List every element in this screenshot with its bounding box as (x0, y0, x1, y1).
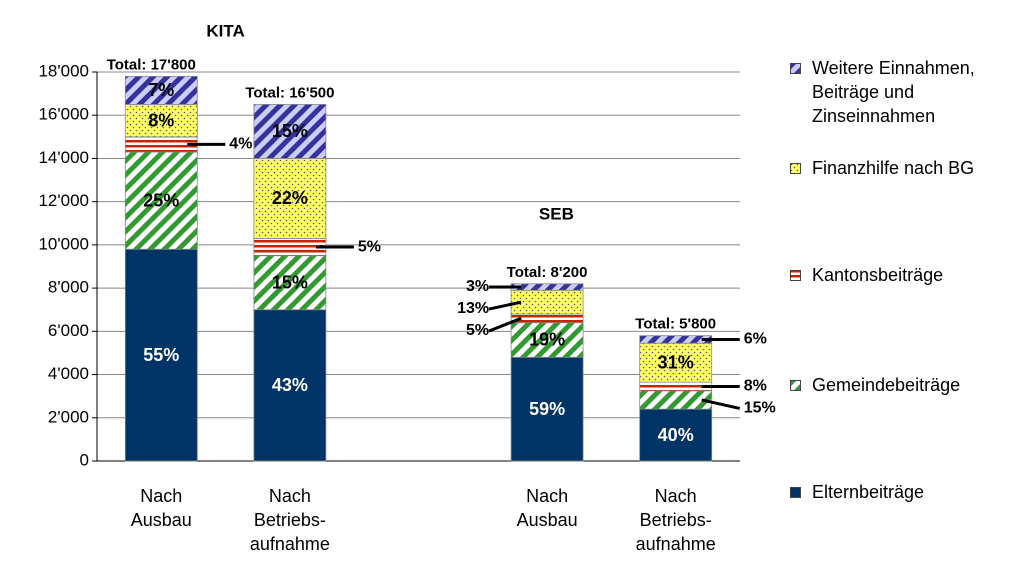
total-label: Total: 8'200 (507, 264, 588, 281)
group-title: SEB (539, 204, 574, 223)
y-tick-label: 10'000 (38, 234, 89, 253)
bar-segment (510, 322, 584, 358)
y-tick-label: 0 (80, 450, 89, 469)
bar-segment (124, 75, 198, 105)
bar-segment (253, 158, 327, 239)
value-label: 43% (272, 375, 308, 395)
group-title: KITA (206, 21, 244, 40)
y-tick-label: 18'000 (38, 61, 89, 80)
value-label: 4% (229, 136, 252, 153)
value-label: 31% (658, 352, 694, 372)
legend-entry: Kantonsbeiträge (812, 265, 944, 285)
bar-segment (253, 309, 327, 462)
bar-segment (124, 136, 198, 153)
bar-segment (639, 381, 713, 392)
value-label: 15% (272, 272, 308, 292)
x-tick-label: Nach Ausbau (130, 486, 192, 530)
leader-line (701, 398, 741, 410)
y-tick-label: 2'000 (48, 407, 89, 426)
value-label: 40% (658, 425, 694, 445)
value-label: 5% (466, 322, 489, 339)
legend-swatch (790, 270, 801, 281)
value-label: 59% (529, 399, 565, 419)
y-tick-label: 14'000 (38, 148, 89, 167)
total-label: Total: 17'800 (107, 56, 196, 73)
value-label: 5% (358, 238, 381, 255)
value-label: 15% (744, 400, 776, 417)
value-label: 19% (529, 330, 565, 350)
legend-entry: Gemeindebeiträge (812, 375, 961, 395)
value-label: 55% (143, 345, 179, 365)
leader-line (488, 316, 522, 333)
total-label: Total: 5'800 (635, 316, 716, 333)
y-tick-label: 16'000 (38, 105, 89, 124)
bar-segment (124, 104, 198, 138)
y-tick-label: 12'000 (38, 191, 89, 210)
total-label: Total: 16'500 (245, 84, 334, 101)
x-tick-label: Nach Ausbau (516, 486, 578, 530)
y-tick-label: 8'000 (48, 278, 89, 297)
legend-entry: Finanzhilfe nach BG (812, 158, 975, 178)
bar-segment (510, 356, 584, 462)
bar-segment (510, 283, 584, 291)
legend-swatch (790, 63, 801, 74)
value-label: 8% (148, 110, 174, 130)
bar-segment (124, 151, 198, 250)
bar-segment (253, 104, 327, 159)
bar-segment (639, 390, 713, 410)
value-label: 8% (744, 378, 767, 395)
legend-swatch (790, 380, 801, 391)
y-tick-label: 6'000 (48, 321, 89, 340)
legend-entry: Weitere Einnahmen, Beiträge und Zinseinn… (812, 58, 975, 126)
legend-swatch (790, 163, 801, 174)
bar-segment (639, 335, 713, 344)
value-label: 6% (744, 331, 767, 348)
legend-swatch (790, 487, 801, 498)
legend-entry: Elternbeiträge (812, 482, 925, 502)
bar-segment (510, 289, 584, 315)
leader-line (488, 300, 522, 311)
bar-segment (124, 248, 198, 462)
value-label: 3% (466, 278, 489, 295)
value-label: 15% (272, 121, 308, 141)
value-label: 25% (143, 190, 179, 210)
value-label: 13% (457, 300, 489, 317)
bar-segment (510, 313, 584, 324)
x-tick-label: Nach Betriebs- aufnahme (635, 486, 716, 554)
bar-segment (639, 408, 713, 462)
value-label: 7% (148, 80, 174, 100)
y-tick-label: 4'000 (48, 364, 89, 383)
x-tick-label: Nach Betriebs- aufnahme (249, 486, 330, 554)
bar-segment (253, 238, 327, 257)
value-label: 22% (272, 188, 308, 208)
